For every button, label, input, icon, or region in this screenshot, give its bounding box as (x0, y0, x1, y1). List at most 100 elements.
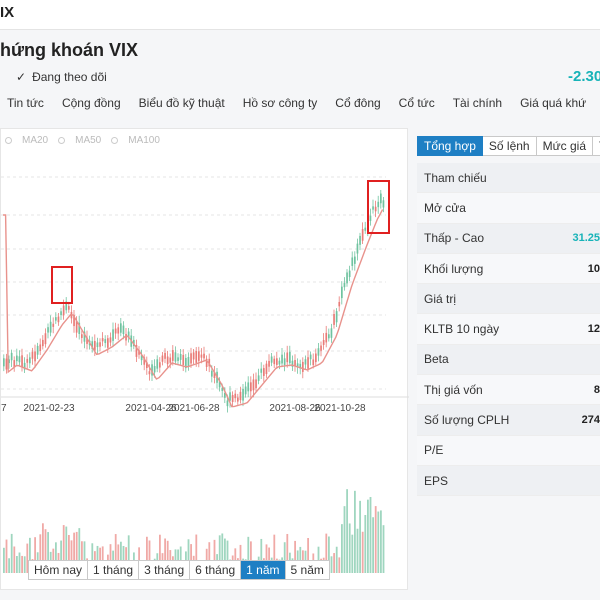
volume-bar (21, 555, 23, 573)
candle-body (286, 352, 289, 363)
candle-body (125, 333, 127, 341)
candle-body (315, 353, 317, 363)
candle-body (348, 270, 351, 278)
stat-row: EPS (417, 465, 600, 497)
candle-body (47, 327, 49, 333)
legend-label: MA50 (75, 135, 102, 146)
volume-bar (364, 514, 367, 573)
tab-technical-chart[interactable]: Biểu đồ kỹ thuật (138, 96, 225, 110)
highlight-box (51, 266, 73, 304)
candle-body (309, 354, 312, 360)
volume-bar (42, 523, 44, 573)
candle-body (36, 345, 39, 355)
tab-dividends[interactable]: Cổ tức (398, 96, 435, 110)
stat-label: Mở cửa (424, 200, 466, 215)
stat-label: Số lượng CPLH (424, 413, 510, 428)
candle-body (161, 355, 164, 362)
stat-value: 8 (593, 383, 600, 396)
range-5-years-button[interactable]: 5 năm (290, 563, 324, 577)
candle-body (346, 272, 348, 284)
volume-bar (361, 531, 364, 573)
tab-shareholders[interactable]: Cổ đông (335, 96, 381, 110)
stat-label: Thấp - Cao (424, 231, 485, 246)
legend-ma20[interactable]: MA20 (5, 135, 48, 146)
range-today-button[interactable]: Hôm nay (29, 561, 89, 579)
candle-body (252, 379, 255, 391)
follow-button[interactable]: ✓ Đang theo dõi (16, 70, 107, 84)
candle-body (13, 360, 16, 368)
candle-body (29, 357, 31, 364)
volume-bar (166, 540, 169, 573)
x-tick-label: 7 (1, 403, 7, 414)
candle-body (260, 368, 263, 373)
volume-bar (83, 541, 86, 573)
candle-body (361, 229, 364, 241)
volume-bar (81, 541, 83, 573)
volume-bar (114, 534, 117, 573)
volume-bar (34, 537, 36, 573)
volume-bar (65, 526, 68, 573)
stock-summary-panel: Tổng hợp Số lệnh Mức giá T Tham chiếu Mở … (417, 128, 600, 590)
tab-overview[interactable]: Tổng hợp (417, 136, 483, 156)
volume-bar (333, 553, 335, 573)
candle-body (369, 215, 372, 221)
x-tick-label: 2021-02-23 (23, 403, 75, 414)
candle-body (101, 338, 104, 342)
stat-value: 10 (587, 262, 600, 275)
volume-bar (208, 542, 211, 573)
range-1-month-button[interactable]: 1 tháng (88, 561, 140, 579)
tab-price-history[interactable]: Giá quá khứ (520, 96, 587, 110)
range-1-year-button[interactable]: 1 năm (241, 561, 286, 579)
range-3-months-button[interactable]: 3 tháng (139, 561, 191, 579)
volume-bar (325, 533, 328, 573)
candle-body (229, 392, 231, 401)
volume-bar (18, 552, 21, 573)
candle-body (377, 201, 380, 208)
candle-body (31, 351, 34, 359)
moving-average-line (3, 209, 384, 408)
legend-label: MA20 (22, 135, 49, 146)
candle-body (354, 256, 356, 264)
stat-label: Thị giá vốn (424, 382, 483, 397)
candle-body (247, 382, 250, 392)
nav-tabs: Tin tức Cộng đồng Biểu đồ kỹ thuật Hồ sơ… (0, 96, 600, 120)
volume-bar (68, 534, 70, 573)
legend-ma50[interactable]: MA50 (58, 135, 101, 146)
volume-bar (120, 541, 122, 573)
stat-value: 31.25 (572, 232, 600, 245)
tab-news[interactable]: Tin tức (7, 96, 44, 110)
tab-orders[interactable]: Số lệnh (482, 136, 537, 156)
candle-body (263, 368, 265, 376)
candle-body (172, 350, 174, 361)
stat-label: Tham chiếu (424, 170, 487, 185)
candle-body (283, 358, 286, 366)
volume-bar (146, 536, 148, 573)
volume-bar (16, 556, 18, 573)
volume-bar (8, 558, 10, 573)
candle-body (177, 357, 179, 361)
candle-body (244, 386, 247, 395)
volume-bar (221, 533, 224, 573)
candle-body (276, 358, 278, 365)
tab-company-profile[interactable]: Hồ sơ công ty (242, 96, 318, 110)
candle-body (291, 360, 294, 367)
range-6-months-button[interactable]: 6 tháng (190, 561, 242, 579)
tab-price-levels[interactable]: Mức giá (536, 136, 593, 156)
volume-bar (380, 510, 382, 573)
volume-bar (159, 534, 161, 573)
stat-row: Thị giá vốn 8 (417, 375, 600, 406)
stat-row: Số lượng CPLH 274 (417, 405, 600, 436)
candle-body (86, 337, 88, 344)
tab-financials[interactable]: Tài chính (452, 96, 503, 110)
tab-community[interactable]: Cộng đồng (61, 96, 121, 110)
candle-body (122, 325, 125, 335)
stat-label: Khối lượng (424, 261, 484, 276)
candle-body (96, 342, 99, 348)
candle-body (322, 340, 325, 345)
tab-more[interactable]: T (593, 136, 600, 156)
legend-ma100[interactable]: MA100 (111, 135, 160, 146)
candle-body (34, 351, 36, 362)
ticker-symbol: IX (0, 4, 15, 21)
volume-bar (127, 535, 130, 573)
